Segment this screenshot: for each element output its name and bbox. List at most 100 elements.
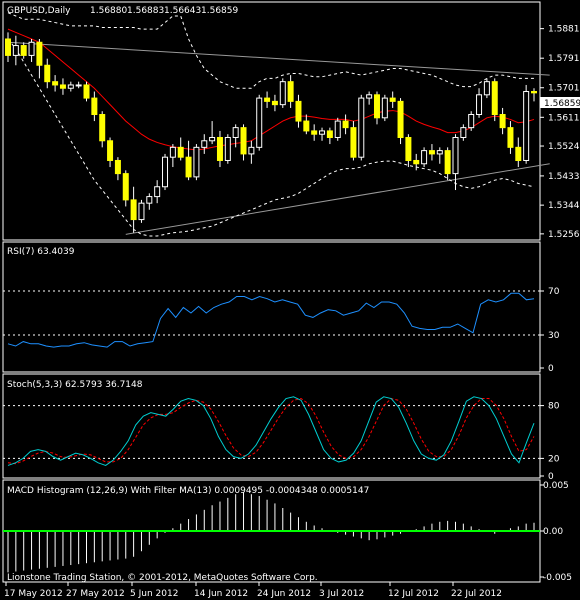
candle	[216, 130, 223, 168]
macd-pane[interactable]: MACD Histogram (12,26,9) With Filter MA(…	[2, 479, 572, 583]
candle-body-bear	[342, 120, 349, 129]
rsi-tick-label: 0	[548, 364, 554, 374]
candle	[99, 111, 106, 148]
price-tick-label: 1.56115	[548, 113, 580, 123]
stoch-signal-polyline	[7, 398, 535, 465]
candle	[421, 147, 428, 168]
candle-body-bear	[287, 81, 294, 102]
time-tick-label: 12 Jul 2012	[388, 589, 439, 599]
candle	[523, 84, 530, 164]
rsi-pane[interactable]: RSI(7) 63.4039 70 30 0	[2, 241, 560, 374]
candle-body-bull	[28, 41, 35, 56]
candle-body-bull	[75, 84, 82, 87]
candle	[373, 91, 380, 125]
candle-body-bear	[531, 91, 537, 94]
candle	[138, 199, 145, 223]
candle	[389, 91, 396, 108]
candle-body-bull	[460, 127, 467, 138]
macd-tick-label: -0.005	[543, 573, 572, 583]
candle-body-bull	[232, 127, 239, 138]
candle	[224, 134, 231, 164]
candle-body-bear	[311, 130, 318, 135]
candle	[468, 111, 475, 131]
price-pane[interactable]: GBPUSD,Daily 1.56880 1.56883 1.56643 1.5…	[2, 1, 580, 241]
candle	[476, 88, 483, 118]
candle	[303, 114, 310, 135]
candle	[107, 137, 114, 168]
candle	[122, 170, 129, 207]
price-pane-border	[2, 1, 541, 241]
candle-body-bull	[279, 81, 286, 106]
candle	[311, 124, 318, 141]
candles	[5, 32, 537, 233]
ma-line	[7, 28, 535, 151]
candle-body-bear	[491, 81, 498, 116]
candle-body-bull	[483, 81, 490, 96]
quote-open: 1.56880	[90, 6, 127, 16]
candle	[350, 121, 357, 161]
candle	[491, 78, 498, 122]
time-tick-label: 14 Jun 2012	[194, 589, 248, 599]
candle	[507, 121, 514, 154]
candle-body-bull	[256, 97, 263, 148]
candle-body-bear	[405, 136, 412, 161]
rsi-line	[7, 292, 535, 348]
candle-body-bull	[381, 97, 388, 119]
candle	[515, 137, 522, 168]
candle	[185, 140, 192, 181]
candle	[20, 42, 27, 59]
candle	[36, 38, 43, 79]
candle-body-bull	[358, 97, 365, 158]
candle	[91, 91, 98, 122]
candle-body-bull	[67, 84, 74, 89]
candle	[436, 147, 443, 164]
candle	[334, 117, 341, 141]
candle-body-bull	[476, 94, 483, 116]
macd-histogram	[7, 492, 535, 573]
stoch-signal-line	[7, 398, 535, 465]
stoch-pane-border	[2, 373, 541, 479]
candle	[59, 78, 66, 95]
candle	[146, 193, 153, 210]
price-tick-label: 1.54330	[548, 172, 580, 182]
candle	[83, 81, 90, 102]
rsi-polyline	[7, 292, 535, 348]
envelope-bands	[7, 12, 535, 237]
candle	[413, 153, 420, 171]
candle	[177, 137, 184, 161]
stoch-title: Stoch(5,3,3) 62.5793 36.7148	[7, 380, 143, 390]
candle-body-bear	[264, 97, 271, 102]
candle	[295, 94, 302, 128]
stoch-axis-labels: 80 20 0	[540, 402, 560, 482]
candle	[248, 140, 255, 164]
candle-body-bear	[5, 38, 11, 56]
support-trendline	[125, 163, 550, 235]
candle	[531, 88, 537, 102]
stoch-pane[interactable]: Stoch(5,3,3) 62.5793 36.7148 80 20 0	[2, 373, 560, 482]
stoch-tick-label: 0	[548, 472, 554, 482]
time-axis: 17 May 2012 27 May 2012 5 Jun 2012 14 Jun 2…	[4, 582, 502, 599]
candle-body-bull	[468, 114, 475, 129]
candle	[499, 107, 506, 135]
rsi-tick-label: 70	[548, 287, 560, 297]
candle	[75, 81, 82, 89]
candle-body-bear	[122, 173, 129, 201]
moving-average	[7, 28, 535, 151]
candle	[12, 35, 19, 66]
candle-body-bull	[138, 202, 145, 221]
rsi-title: RSI(7) 63.4039	[7, 247, 75, 257]
quote-high: 1.56883	[127, 6, 164, 16]
candle-body-bear	[413, 159, 420, 165]
candle-body-bull	[319, 130, 326, 135]
candle	[452, 134, 459, 191]
candle-body-bull	[421, 150, 428, 165]
candle-body-bear	[114, 159, 121, 175]
price-tick-label: 1.58815	[548, 25, 580, 35]
candle-body-bear	[397, 100, 404, 138]
macd-axis-labels: 0.005 0.00 -0.005	[540, 481, 572, 583]
candle	[114, 157, 121, 181]
candle	[271, 94, 278, 112]
candle	[381, 94, 388, 122]
candle	[287, 75, 294, 108]
